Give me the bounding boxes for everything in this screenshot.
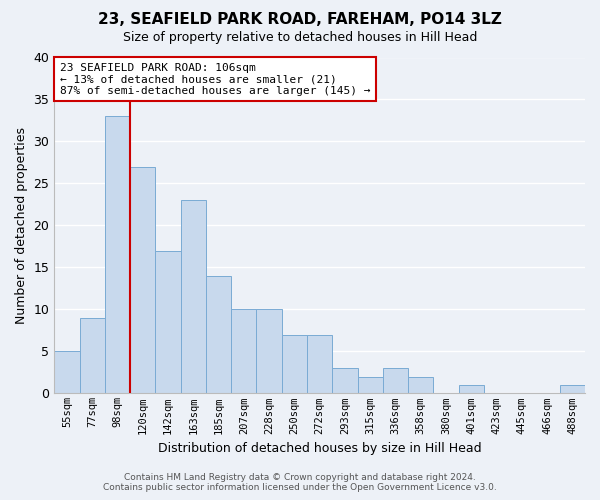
X-axis label: Distribution of detached houses by size in Hill Head: Distribution of detached houses by size … [158, 442, 481, 455]
Bar [332, 368, 358, 394]
Bar [383, 368, 408, 394]
Bar [181, 200, 206, 394]
Bar [80, 318, 105, 394]
Bar [256, 310, 282, 394]
Text: Contains HM Land Registry data © Crown copyright and database right 2024.
Contai: Contains HM Land Registry data © Crown c… [103, 473, 497, 492]
Bar [206, 276, 231, 394]
Bar [54, 352, 80, 394]
Bar [231, 310, 256, 394]
Text: Size of property relative to detached houses in Hill Head: Size of property relative to detached ho… [123, 31, 477, 44]
Bar [155, 250, 181, 394]
Bar [358, 376, 383, 394]
Bar [282, 334, 307, 394]
Bar [560, 385, 585, 394]
Bar [408, 376, 433, 394]
Bar [130, 166, 155, 394]
Y-axis label: Number of detached properties: Number of detached properties [15, 127, 28, 324]
Bar [307, 334, 332, 394]
Bar [105, 116, 130, 394]
Text: 23, SEAFIELD PARK ROAD, FAREHAM, PO14 3LZ: 23, SEAFIELD PARK ROAD, FAREHAM, PO14 3L… [98, 12, 502, 28]
Bar [458, 385, 484, 394]
Text: 23 SEAFIELD PARK ROAD: 106sqm
← 13% of detached houses are smaller (21)
87% of s: 23 SEAFIELD PARK ROAD: 106sqm ← 13% of d… [59, 62, 370, 96]
